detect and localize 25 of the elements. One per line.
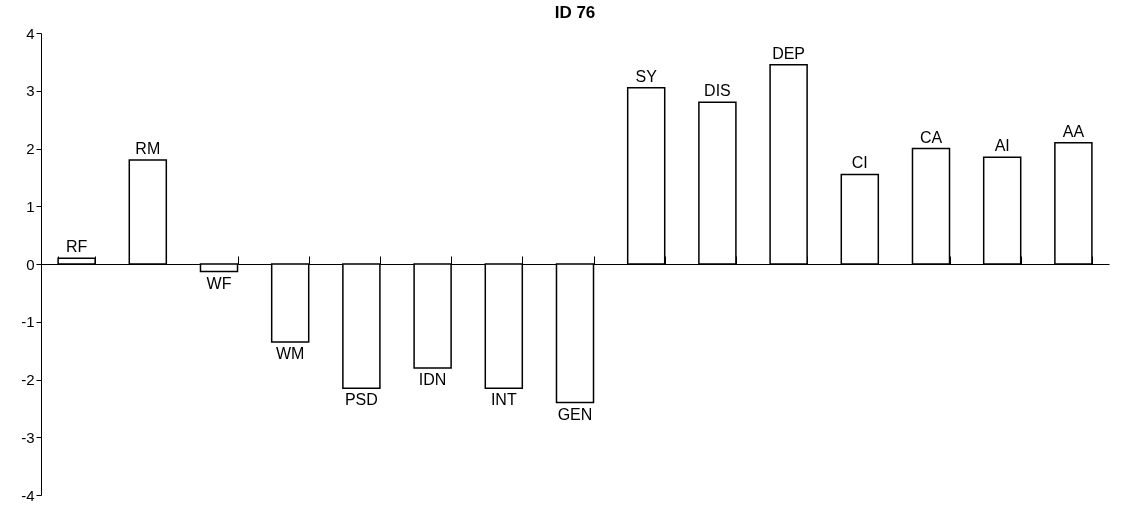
y-tick-label: -1 bbox=[21, 313, 35, 331]
x-tick-label: WF bbox=[206, 274, 232, 292]
x-tick-label: IDN bbox=[418, 370, 447, 388]
x-tick-label: CA bbox=[919, 128, 943, 146]
x-tick-label: RM bbox=[135, 140, 161, 158]
y-tick-label: 4 bbox=[26, 24, 35, 42]
y-tick-label: -2 bbox=[21, 371, 35, 388]
x-tick-label: SY bbox=[635, 67, 658, 85]
x-tick-label: AA bbox=[1062, 122, 1085, 140]
x-tick-label: AI bbox=[994, 137, 1010, 155]
y-tick-label: -3 bbox=[21, 428, 35, 446]
x-tick-label: GEN bbox=[557, 405, 593, 423]
y-tick-label: -4 bbox=[21, 486, 35, 504]
x-tick-label: WM bbox=[275, 344, 305, 362]
y-tick-label: 0 bbox=[26, 255, 35, 273]
x-tick-label: INT bbox=[490, 391, 517, 409]
y-tick-label: 2 bbox=[26, 140, 35, 157]
y-tick-label: 3 bbox=[26, 82, 35, 100]
x-tick-label: DIS bbox=[704, 82, 731, 100]
x-tick-label: RF bbox=[65, 238, 88, 256]
x-tick-label: PSD bbox=[344, 391, 378, 409]
chart-title: ID 76 bbox=[554, 3, 596, 22]
x-tick-label: DEP bbox=[772, 44, 806, 62]
y-tick-label: 1 bbox=[26, 197, 35, 215]
x-tick-label: CI bbox=[851, 154, 868, 172]
